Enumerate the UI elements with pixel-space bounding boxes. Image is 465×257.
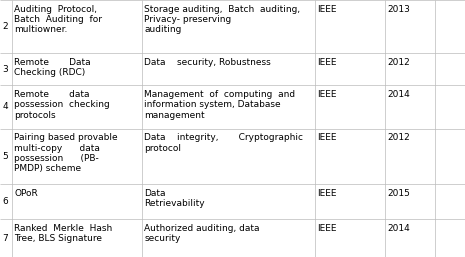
Text: 2014: 2014 <box>387 224 410 233</box>
Text: IEEE: IEEE <box>317 224 337 233</box>
Text: 6: 6 <box>2 197 8 206</box>
Text: 2012: 2012 <box>387 133 410 142</box>
Text: 2014: 2014 <box>387 90 410 99</box>
Text: Pairing based provable
multi-copy      data
possession      (PB-
PMDP) scheme: Pairing based provable multi-copy data p… <box>14 133 118 173</box>
Text: Storage auditing,  Batch  auditing,
Privacy- preserving
auditing: Storage auditing, Batch auditing, Privac… <box>144 5 300 34</box>
Text: Data    integrity,       Cryptographic
protocol: Data integrity, Cryptographic protocol <box>144 133 303 152</box>
Text: 2015: 2015 <box>387 189 410 198</box>
Text: OPoR: OPoR <box>14 189 38 198</box>
Text: IEEE: IEEE <box>317 189 337 198</box>
Text: Ranked  Merkle  Hash
Tree, BLS Signature: Ranked Merkle Hash Tree, BLS Signature <box>14 224 113 243</box>
Text: IEEE: IEEE <box>317 5 337 14</box>
Text: Management  of  computing  and
information system, Database
management: Management of computing and information … <box>144 90 295 120</box>
Text: Auditing  Protocol,
Batch  Auditing  for
multiowner.: Auditing Protocol, Batch Auditing for mu… <box>14 5 102 34</box>
Text: 2013: 2013 <box>387 5 410 14</box>
Text: 2012: 2012 <box>387 58 410 67</box>
Text: 3: 3 <box>2 65 8 74</box>
Text: 7: 7 <box>2 234 8 243</box>
Text: IEEE: IEEE <box>317 133 337 142</box>
Text: Remote       data
possession  checking
protocols: Remote data possession checking protocol… <box>14 90 110 120</box>
Text: IEEE: IEEE <box>317 90 337 99</box>
Text: Authorized auditing, data
security: Authorized auditing, data security <box>144 224 259 243</box>
Text: Remote       Data
Checking (RDC): Remote Data Checking (RDC) <box>14 58 91 77</box>
Text: IEEE: IEEE <box>317 58 337 67</box>
Text: Data    security, Robustness: Data security, Robustness <box>144 58 271 67</box>
Text: 4: 4 <box>2 102 8 111</box>
Text: Data
Retrievability: Data Retrievability <box>144 189 205 208</box>
Text: 2: 2 <box>2 22 8 31</box>
Text: 5: 5 <box>2 152 8 161</box>
